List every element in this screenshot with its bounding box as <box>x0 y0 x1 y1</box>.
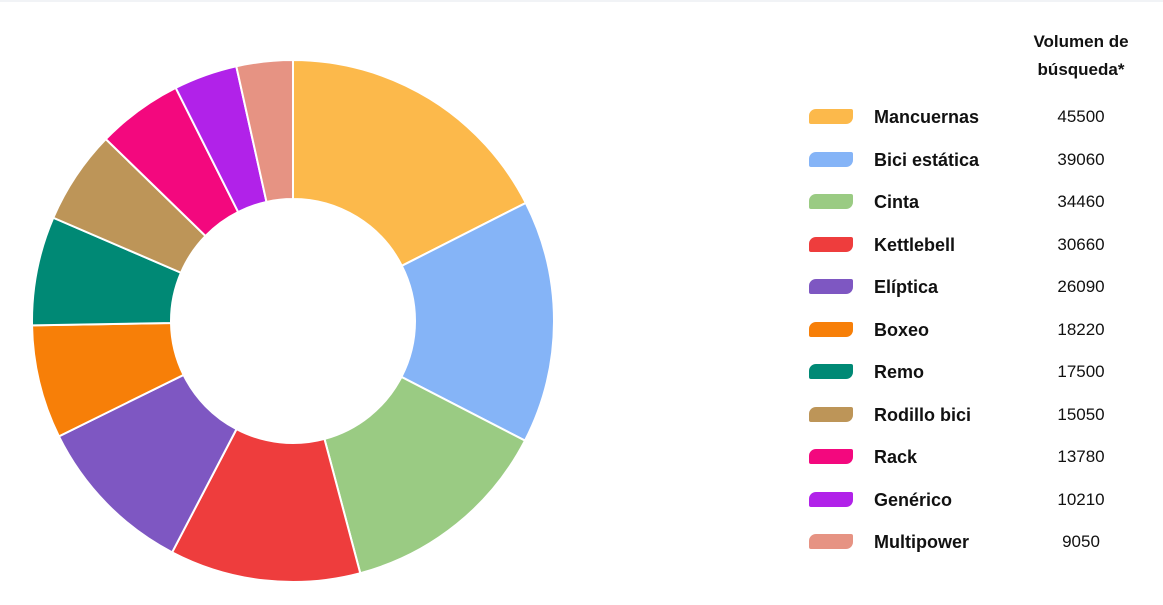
legend-label: Bici estática <box>874 149 980 170</box>
legend-header: Volumen de búsqueda* <box>1011 28 1151 84</box>
slice-kettlebell[interactable] <box>170 427 362 583</box>
legend-label: Kettlebell <box>874 234 956 255</box>
legend-row-bici-est-tica[interactable]: Bici estática 39060 <box>806 148 1146 172</box>
legend-row-el-ptica[interactable]: Elíptica 26090 <box>806 275 1146 299</box>
legend-swatch <box>809 534 853 549</box>
legend-value: 10210 <box>1057 489 1105 509</box>
legend-swatch <box>809 406 853 422</box>
slice-mancuernas[interactable] <box>292 58 528 268</box>
legend-swatch <box>809 151 853 167</box>
legend-header-line-1: Volumen de <box>1033 32 1129 51</box>
legend-swatch <box>809 491 853 507</box>
legend-value: 26090 <box>1057 277 1105 296</box>
legend-swatch <box>809 109 853 124</box>
legend-value: 34460 <box>1057 192 1105 211</box>
legend-row-rack[interactable]: Rack 13780 <box>806 445 1146 469</box>
top-divider <box>0 0 1163 2</box>
legend-value: 15050 <box>1057 404 1105 424</box>
legend-row-multipower[interactable]: Multipower 9050 <box>806 530 1146 554</box>
legend-label: Remo <box>874 362 925 382</box>
legend-swatch <box>809 279 853 294</box>
legend-value: 39060 <box>1057 149 1105 169</box>
legend-label: Rodillo bici <box>874 404 971 425</box>
legend-row-gen-rico[interactable]: Genérico 10210 <box>806 488 1146 512</box>
legend-label: Genérico <box>874 489 953 510</box>
legend-row-mancuernas[interactable]: Mancuernas 45500 <box>806 105 1146 129</box>
legend-swatch <box>809 194 853 209</box>
slice-multipower[interactable] <box>235 58 294 204</box>
legend-label: Multipower <box>874 532 969 552</box>
legend-swatch <box>809 364 853 379</box>
legend-value: 30660 <box>1057 234 1105 254</box>
legend-row-rodillo-bici[interactable]: Rodillo bici 15050 <box>806 403 1146 427</box>
legend-label: Boxeo <box>874 319 930 340</box>
legend-swatch <box>809 236 853 252</box>
legend-row-boxeo[interactable]: Boxeo 18220 <box>806 318 1146 342</box>
donut-chart <box>31 58 555 583</box>
legend-swatch <box>809 321 853 337</box>
slice-bici-est-tica[interactable] <box>400 201 555 442</box>
slice-cinta[interactable] <box>323 375 527 575</box>
legend-value: 45500 <box>1057 107 1105 126</box>
legend-row-kettlebell[interactable]: Kettlebell 30660 <box>806 233 1146 257</box>
legend-row-remo[interactable]: Remo 17500 <box>806 360 1146 384</box>
legend-value: 9050 <box>1062 532 1100 551</box>
legend-value: 13780 <box>1057 447 1105 466</box>
legend-value: 17500 <box>1057 362 1105 381</box>
legend-label: Rack <box>874 447 918 467</box>
legend-value: 18220 <box>1057 319 1105 339</box>
legend-swatch <box>809 449 853 464</box>
legend-label: Cinta <box>874 192 919 212</box>
legend-row-cinta[interactable]: Cinta 34460 <box>806 190 1146 214</box>
legend-label: Elíptica <box>874 277 939 297</box>
legend-label: Mancuernas <box>874 107 980 127</box>
legend-header-line-2: búsqueda* <box>1037 60 1125 79</box>
